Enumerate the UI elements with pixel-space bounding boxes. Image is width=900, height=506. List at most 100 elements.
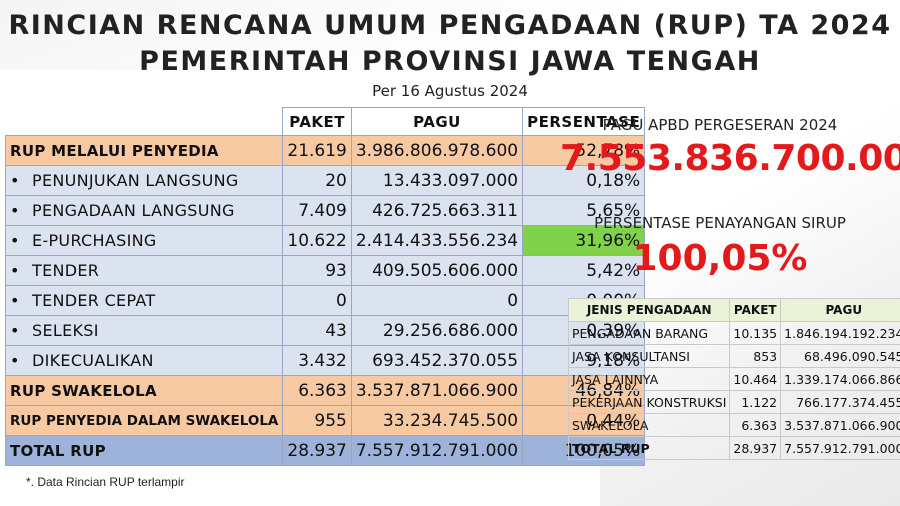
table-row: RUP MELALUI PENYEDIA 21.619 3.986.806.97… — [4, 135, 646, 166]
row-label-text: SELEKSI — [32, 321, 99, 340]
row-pagu: 1.339.174.066.866 — [780, 367, 900, 391]
row-pagu: 1.846.194.192.234 — [780, 321, 900, 345]
row-paket: 7.409 — [282, 195, 352, 226]
bullet-icon: • — [10, 291, 20, 310]
row-paket: 10.464 — [729, 367, 782, 391]
jenis-pengadaan-table: JENIS PENGADAAN PAKET PAGU PENGADAAN BAR… — [567, 298, 900, 460]
row-paket: 955 — [282, 405, 352, 436]
row-label-text: PENUNJUKAN LANGSUNG — [32, 171, 239, 190]
table-total-row: TOTAL RUP 28.937 7.557.912.791.000 100,0… — [4, 435, 646, 466]
row-label: • PENGADAAN LANGSUNG — [4, 195, 284, 226]
row-pagu: 3.537.871.066.900 — [780, 413, 900, 437]
row-label: • TENDER — [4, 255, 284, 286]
row-paket: 28.937 — [282, 435, 352, 466]
table-row: RUP SWAKELOLA 6.363 3.537.871.066.900 46… — [4, 375, 646, 406]
row-pagu: 426.725.663.311 — [350, 195, 524, 226]
row-label: • PENUNJUKAN LANGSUNG — [4, 165, 284, 196]
row-pagu: 13.433.097.000 — [350, 165, 524, 196]
row-label: RUP PENYEDIA DALAM SWAKELOLA — [4, 405, 284, 436]
row-pagu: 2.414.433.556.234 — [350, 225, 524, 256]
table-row: • PENGADAAN LANGSUNG 7.409 426.725.663.31… — [4, 195, 646, 226]
table-row: JASA KONSULTANSI 853 68.496.090.545 — [567, 344, 900, 368]
header-jenis: JENIS PENGADAAN — [567, 298, 731, 322]
date-subtitle: Per 16 Agustus 2024 — [372, 82, 528, 100]
row-pagu: 0 — [350, 285, 524, 316]
header-pagu: PAGU — [350, 107, 524, 136]
footnote: *. Data Rincian RUP terlampir — [26, 475, 185, 489]
row-paket: 10.622 — [282, 225, 352, 256]
table-row: • SELEKSI 43 29.256.686.000 0,39% — [4, 315, 646, 346]
row-jenis: PEKERJAAN KONSTRUKSI — [567, 390, 731, 414]
table-row: JASA LAINNYA 10.464 1.339.174.066.866 — [567, 367, 900, 391]
table-row: RUP PENYEDIA DALAM SWAKELOLA 955 33.234.… — [4, 405, 646, 436]
row-label-text: TENDER CEPAT — [32, 291, 156, 310]
row-jenis: JASA LAINNYA — [567, 367, 731, 391]
row-paket: 6.363 — [729, 413, 782, 437]
row-paket: 43 — [282, 315, 352, 346]
side-header-row: JENIS PENGADAAN PAKET PAGU — [567, 298, 900, 322]
row-pagu: 7.557.912.791.000 — [350, 435, 524, 466]
row-pagu: 766.177.374.455 — [780, 390, 900, 414]
row-label-text: TENDER — [32, 261, 100, 280]
row-pagu: 409.505.606.000 — [350, 255, 524, 286]
rup-main-table: PAKET PAGU PERSENTASE RUP MELALUI PENYED… — [4, 107, 646, 466]
row-paket: 853 — [729, 344, 782, 368]
header-paket: PAKET — [282, 107, 352, 136]
row-paket: 3.432 — [282, 345, 352, 376]
table-row: PENGADAAN BARANG 10.135 1.846.194.192.23… — [567, 321, 900, 345]
row-pagu: 7.557.912.791.000 — [780, 436, 900, 460]
row-paket: 10.135 — [729, 321, 782, 345]
persentase-value: 100,05% — [632, 238, 808, 279]
row-jenis: JASA KONSULTANSI — [567, 344, 731, 368]
page-title-line1: RINCIAN RENCANA UMUM PENGADAAN (RUP) TA … — [8, 10, 892, 41]
row-label-text: E-PURCHASING — [32, 231, 157, 250]
row-label: • SELEKSI — [4, 315, 284, 346]
row-label: RUP SWAKELOLA — [4, 375, 284, 406]
row-label: TOTAL RUP — [4, 435, 284, 466]
header-blank-cell — [4, 107, 284, 136]
row-jenis: TOTAL RUP — [567, 436, 731, 460]
row-paket: 93 — [282, 255, 352, 286]
row-paket: 21.619 — [282, 135, 352, 166]
pagu-apbd-value: 7.553.836.700.000 — [560, 138, 900, 179]
table-row: •TENDER CEPAT 0 0 0,00% — [4, 285, 646, 316]
row-persen: 52,78% — [522, 135, 646, 166]
table-total-row: TOTAL RUP 28.937 7.557.912.791.000 — [567, 436, 900, 460]
header-pagu: PAGU — [780, 298, 900, 322]
persentase-label: PERSENTASE PENAYANGAN SIRUP — [594, 214, 846, 232]
table-row: • DIKECUALIKAN 3.432 693.452.370.055 9,18… — [4, 345, 646, 376]
bullet-icon: • — [10, 171, 20, 190]
row-pagu: 693.452.370.055 — [350, 345, 524, 376]
row-pagu: 3.537.871.066.900 — [350, 375, 524, 406]
bullet-icon: • — [10, 351, 20, 370]
row-label: • E-PURCHASING — [4, 225, 284, 256]
row-label: RUP MELALUI PENYEDIA — [4, 135, 284, 166]
header-persentase: PERSENTASE — [522, 107, 646, 136]
row-persen: 5,42% — [522, 255, 646, 286]
row-paket: 28.937 — [729, 436, 782, 460]
row-label-text: DIKECUALIKAN — [32, 351, 154, 370]
table-row: • TENDER 93 409.505.606.000 5,42% — [4, 255, 646, 286]
row-paket: 20 — [282, 165, 352, 196]
table-row: • PENUNJUKAN LANGSUNG 20 13.433.097.000 0… — [4, 165, 646, 196]
bullet-icon: • — [10, 231, 20, 250]
row-pagu: 29.256.686.000 — [350, 315, 524, 346]
table-header-row: PAKET PAGU PERSENTASE — [4, 107, 646, 136]
row-paket: 6.363 — [282, 375, 352, 406]
row-label: • TENDER CEPAT — [4, 285, 284, 316]
row-persen: 0,18% — [522, 165, 646, 196]
row-label: • DIKECUALIKAN — [4, 345, 284, 376]
row-pagu: 33.234.745.500 — [350, 405, 524, 436]
header-paket: PAKET — [729, 298, 782, 322]
table-row: PEKERJAAN KONSTRUKSI 1.122 766.177.374.4… — [567, 390, 900, 414]
row-jenis: PENGADAAN BARANG — [567, 321, 731, 345]
row-paket: 1.122 — [729, 390, 782, 414]
bullet-icon: • — [10, 261, 20, 280]
pagu-apbd-label: PAGU APBD PERGESERAN 2024 — [602, 116, 838, 134]
row-pagu: 68.496.090.545 — [780, 344, 900, 368]
page-title-line2: PEMERINTAH PROVINSI JAWA TENGAH — [139, 46, 761, 77]
row-jenis: SWAKELOLA — [567, 413, 731, 437]
table-row: SWAKELOLA 6.363 3.537.871.066.900 — [567, 413, 900, 437]
row-pagu: 3.986.806.978.600 — [350, 135, 524, 166]
row-persen-highlight: 31,96% — [522, 225, 646, 256]
